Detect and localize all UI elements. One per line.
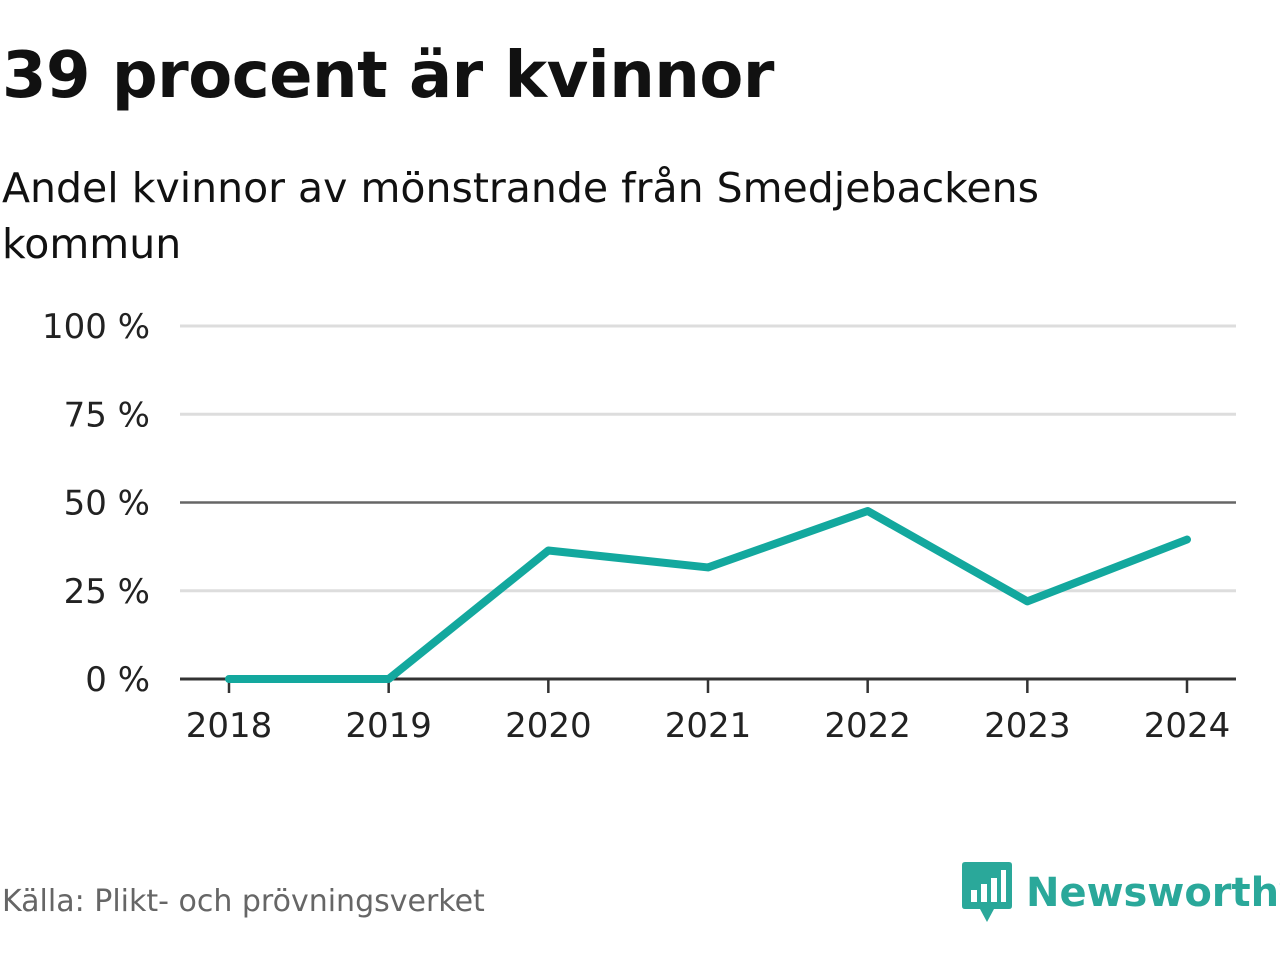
gridlines <box>180 324 1236 681</box>
series <box>225 506 1191 683</box>
x-tick-label: 2018 <box>186 706 273 746</box>
brand-name: Newsworthy <box>1026 870 1280 916</box>
series-line <box>225 506 1191 683</box>
y-tick-label: 50 % <box>64 484 150 524</box>
y-tick-label: 0 % <box>85 660 150 700</box>
x-tick-label: 2024 <box>1144 706 1231 746</box>
x-tick-label: 2022 <box>824 706 911 746</box>
y-tick-label: 100 % <box>42 307 150 347</box>
brand-logo[interactable]: Newsworthy <box>962 862 1280 924</box>
y-tick-label: 75 % <box>64 395 150 435</box>
x-axis: 2018 2019 2020 2021 2022 2023 2024 <box>186 679 1231 746</box>
y-axis-labels: 0 % 25 % 50 % 75 % 100 % <box>42 307 150 700</box>
bar-chart-speech-bubble-icon <box>962 862 1012 922</box>
line-chart: 0 % 25 % 50 % 75 % 100 % 2018 2019 2020 2021 202… <box>42 307 1236 746</box>
x-tick-label: 2019 <box>345 706 432 746</box>
source-note: Källa: Plikt- och prövningsverket <box>2 884 485 919</box>
chart-subtitle: Andel kvinnor av mönstrande från Smedjeb… <box>2 164 1039 268</box>
x-tick-label: 2021 <box>665 706 752 746</box>
chart-title: 39 procent är kvinnor <box>2 39 774 113</box>
x-tick-label: 2020 <box>505 706 592 746</box>
x-tick-label: 2023 <box>984 706 1071 746</box>
y-tick-label: 25 % <box>64 572 150 612</box>
